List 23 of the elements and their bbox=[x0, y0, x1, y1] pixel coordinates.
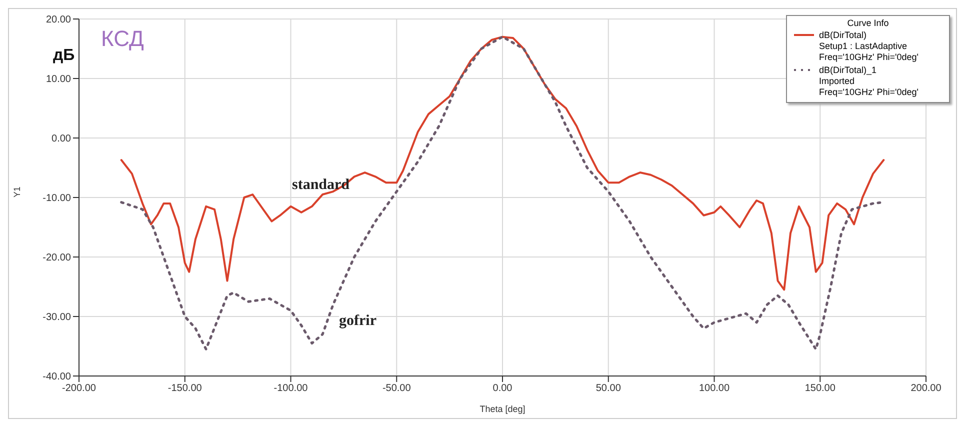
y-tick-label: 10.00 bbox=[46, 74, 72, 86]
y-tick-label: 20.00 bbox=[46, 14, 72, 26]
x-tick-label: 0.00 bbox=[492, 383, 513, 394]
y-tick-label: -30.00 bbox=[42, 312, 72, 324]
annotation: gofrir bbox=[339, 313, 376, 330]
x-tick-label: -150.00 bbox=[168, 383, 202, 394]
x-tick-label: -200.00 bbox=[62, 383, 96, 394]
x-tick-label: 50.00 bbox=[596, 383, 622, 394]
x-tick-label: 150.00 bbox=[804, 383, 836, 394]
y-tick-label: 0.00 bbox=[52, 134, 72, 145]
legend-label: dB(DirTotal)_1 Imported Freq='10GHz' Phi='0deg' bbox=[819, 65, 918, 98]
x-tick-label: -100.00 bbox=[274, 383, 308, 394]
y-tick-label: -20.00 bbox=[42, 252, 72, 264]
legend-title: Curve Info bbox=[846, 18, 890, 28]
x-axis-title: Theta [deg] bbox=[480, 404, 526, 414]
annotation: КСД bbox=[101, 26, 144, 52]
x-tick-label: -50.00 bbox=[382, 383, 412, 394]
y-tick-label: -10.00 bbox=[42, 193, 72, 204]
y-tick-label: -40.00 bbox=[42, 372, 72, 383]
text: дБ bbox=[53, 47, 75, 65]
x-tick-label: 200.00 bbox=[910, 383, 942, 394]
y-axis-title: Y1 bbox=[12, 186, 22, 198]
x-tick-label: 100.00 bbox=[698, 383, 730, 394]
